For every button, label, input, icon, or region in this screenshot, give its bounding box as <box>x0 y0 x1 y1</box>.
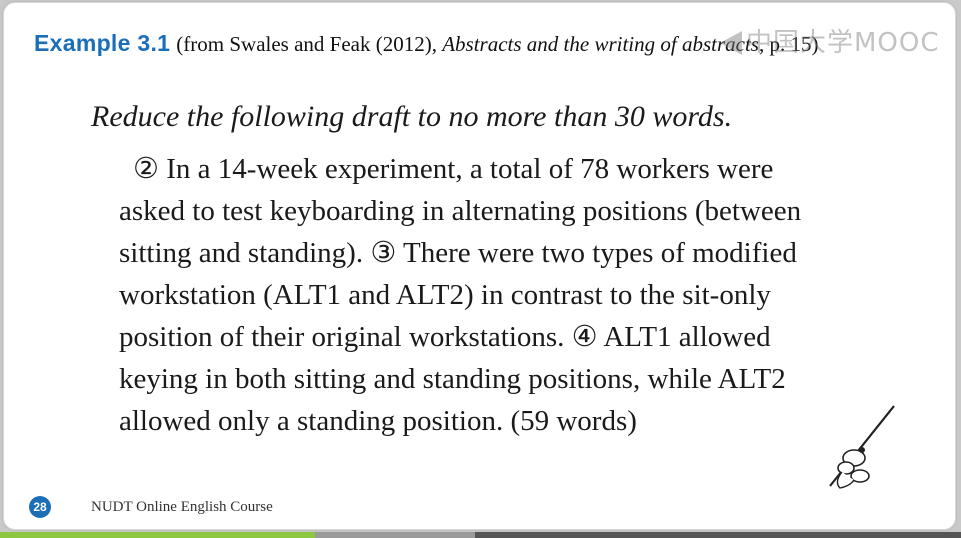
draft-paragraph: ② In a 14-week experiment, a total of 78… <box>119 148 889 442</box>
pen-figure-icon <box>829 405 895 489</box>
draft-line: allowed only a standing position. (59 wo… <box>119 405 637 437</box>
draft-line: asked to test keyboarding in alternating… <box>119 195 802 227</box>
slide-number-badge: 28 <box>29 496 51 518</box>
source-book: Abstracts and the writing of abstracts <box>442 32 759 56</box>
draft-line: position of their original workstations.… <box>119 321 771 353</box>
draft-line: keying in both sitting and standing posi… <box>119 363 786 395</box>
strip-segment-dark <box>475 532 961 538</box>
source-suffix: , p. 15) <box>758 32 819 56</box>
slide <box>3 2 956 530</box>
course-name: NUDT Online English Course <box>91 499 273 515</box>
mooc-watermark: 中国大学MOOC <box>720 22 940 59</box>
strip-segment-gray <box>315 532 475 538</box>
example-label: Example 3.1 <box>34 30 171 56</box>
slide-header: Example 3.1 (from Swales and Feak (2012),… <box>34 30 818 57</box>
instruction-text: Reduce the following draft to no more th… <box>91 100 733 133</box>
draft-line: ② In a 14-week experiment, a total of 78… <box>133 153 774 185</box>
draft-line: workstation (ALT1 and ALT2) in contrast … <box>119 279 771 311</box>
strip-segment-green <box>0 532 315 538</box>
draft-line: sitting and standing). ③ There were two … <box>119 237 797 269</box>
mooc-logo-icon <box>720 31 742 55</box>
progress-strip <box>0 532 961 538</box>
source-prefix: (from Swales and Feak (2012), <box>176 32 437 56</box>
watermark-text: 中国大学MOOC <box>746 28 940 58</box>
